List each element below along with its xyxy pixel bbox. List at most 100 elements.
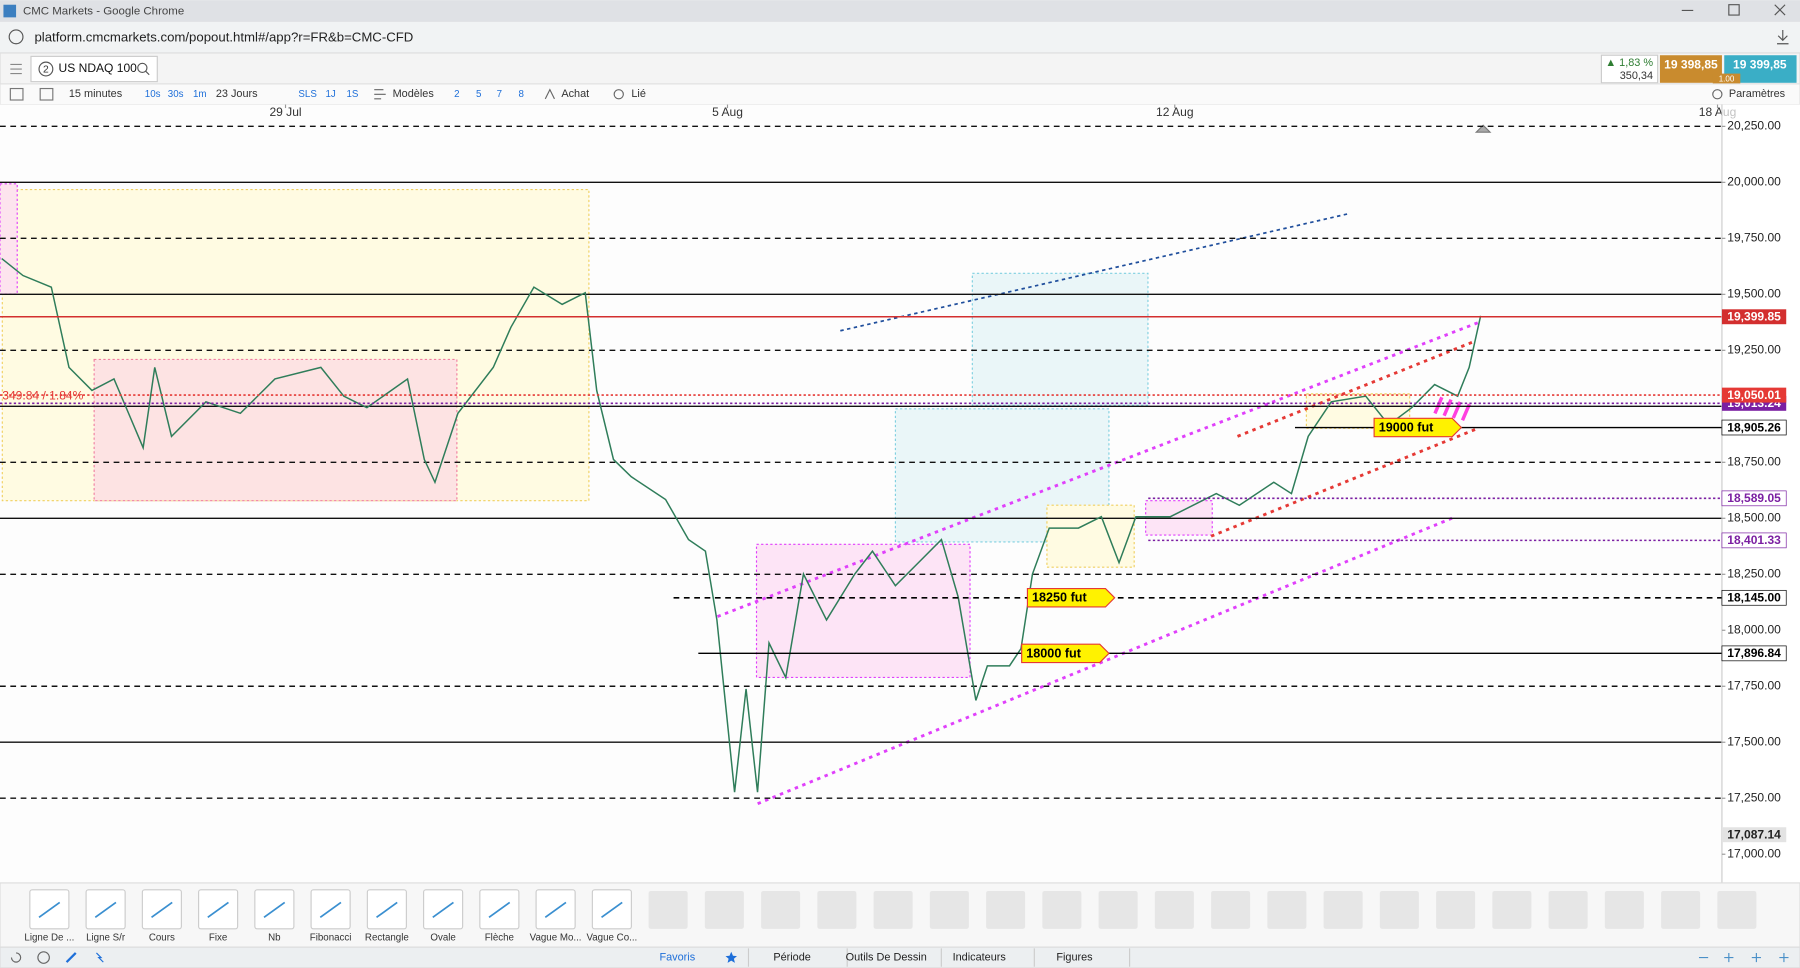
price-tag bbox=[1721, 589, 1787, 606]
interval-option[interactable]: 1m bbox=[193, 89, 207, 100]
price-tag bbox=[1721, 387, 1787, 403]
instrument[interactable]: US NDAQ 100 bbox=[59, 61, 138, 75]
y-tick-label: 20,000.00 bbox=[1727, 175, 1781, 189]
refresh-icon[interactable] bbox=[10, 952, 22, 963]
tab[interactable]: Figures bbox=[1056, 951, 1093, 963]
settings-icon[interactable] bbox=[1712, 89, 1723, 100]
range[interactable]: 23 Jours bbox=[216, 88, 258, 100]
tool-label[interactable]: Nb bbox=[268, 933, 281, 944]
templates[interactable]: Modèles bbox=[393, 88, 435, 100]
layout-option[interactable]: 7 bbox=[497, 89, 502, 100]
tab[interactable]: Période bbox=[773, 951, 811, 963]
x-tick-label: 5 Aug bbox=[712, 105, 743, 119]
range-option[interactable]: SLS bbox=[298, 89, 317, 100]
change-pct: ▲ 1,83 % bbox=[1605, 57, 1653, 69]
sell-box[interactable] bbox=[1659, 55, 1722, 83]
price-tag-label: 19,050.01 bbox=[1727, 388, 1781, 402]
empty-slot bbox=[929, 890, 969, 929]
tab[interactable]: Indicateurs bbox=[953, 951, 1007, 963]
tool-icon bbox=[319, 901, 342, 919]
tool-label[interactable]: Flèche bbox=[485, 933, 514, 944]
empty-slot bbox=[704, 890, 744, 929]
price-tag bbox=[1721, 532, 1787, 549]
tool-label[interactable]: Rectangle bbox=[365, 933, 409, 944]
zone-rect bbox=[93, 358, 458, 502]
download-icon[interactable] bbox=[1777, 29, 1789, 45]
zoom-controls[interactable] bbox=[1698, 952, 1789, 963]
menu-icon[interactable] bbox=[10, 63, 22, 75]
tool-label[interactable]: Fixe bbox=[209, 933, 227, 944]
search-icon-handle bbox=[145, 70, 150, 76]
range-option[interactable]: 1J bbox=[325, 89, 335, 100]
layout-option[interactable]: 5 bbox=[476, 89, 482, 100]
tool-icon bbox=[263, 901, 286, 919]
link-icon bbox=[613, 89, 624, 100]
list-icon[interactable] bbox=[9, 87, 24, 101]
change-abs: 350,34 bbox=[1620, 70, 1653, 82]
y-tick-label: 19,500.00 bbox=[1727, 287, 1781, 301]
zone-rect bbox=[971, 272, 1149, 406]
zone-rect bbox=[755, 543, 971, 679]
window-controls[interactable] bbox=[1681, 4, 1786, 16]
range-option[interactable]: 1S bbox=[346, 89, 358, 100]
tool-label[interactable]: Fibonacci bbox=[310, 933, 352, 944]
x-tick-label: 29 Jul bbox=[269, 105, 301, 119]
trend-line bbox=[840, 212, 1350, 332]
block-icon[interactable] bbox=[37, 951, 50, 964]
grid-icon[interactable] bbox=[39, 87, 54, 101]
layout-option[interactable]: 8 bbox=[518, 89, 523, 100]
interval[interactable]: 15 minutes bbox=[69, 88, 123, 100]
tool-label[interactable]: Vague Mo... bbox=[530, 933, 582, 944]
y-tick-label: 20,250.00 bbox=[1727, 119, 1781, 133]
empty-slot bbox=[1379, 890, 1419, 929]
price-tag bbox=[1721, 309, 1787, 325]
magnet-icon[interactable] bbox=[96, 952, 104, 963]
interval-option[interactable]: 30s bbox=[168, 89, 184, 100]
empty-slot bbox=[1211, 890, 1251, 929]
tool-label[interactable]: Ovale bbox=[430, 933, 455, 944]
tab[interactable]: Outils De Dessin bbox=[846, 951, 927, 963]
price-tag-label: 19,399.85 bbox=[1727, 310, 1781, 324]
tool-label[interactable]: Ligne S/r bbox=[86, 933, 126, 944]
site-info-icon[interactable] bbox=[8, 29, 24, 45]
tab-number: 2 bbox=[43, 64, 49, 75]
channel-line bbox=[757, 515, 1457, 806]
buy-price[interactable]: 19 399,85 bbox=[1733, 58, 1787, 72]
buy-icon bbox=[544, 88, 555, 100]
price-tag-label: 17,896.84 bbox=[1727, 646, 1781, 660]
price-line bbox=[1, 257, 1482, 793]
tool-label[interactable]: Cours bbox=[149, 933, 175, 944]
price-tag bbox=[1721, 419, 1787, 436]
alert-marker[interactable] bbox=[1474, 124, 1492, 133]
link-button[interactable]: Lié bbox=[631, 88, 646, 100]
empty-slot bbox=[1042, 890, 1082, 929]
zone-rect bbox=[1046, 504, 1135, 568]
settings[interactable]: Paramètres bbox=[1729, 88, 1786, 100]
tool-label[interactable]: Ligne De ... bbox=[24, 933, 74, 944]
tabs: Favoris Période Outils De Dessin Indicateur… bbox=[659, 948, 1131, 967]
layout-option[interactable]: 2 bbox=[454, 89, 459, 100]
window-title: CMC Markets - Google Chrome bbox=[23, 6, 184, 18]
tab[interactable]: Favoris bbox=[659, 951, 695, 963]
tool-label[interactable]: Vague Co... bbox=[586, 933, 637, 944]
pencil-icon[interactable] bbox=[65, 952, 77, 963]
buy-button[interactable]: Achat bbox=[561, 88, 589, 100]
y-tick-label: 19,250.00 bbox=[1727, 342, 1781, 356]
favorite-star[interactable] bbox=[725, 951, 737, 963]
y-tick-label: 17,250.00 bbox=[1727, 790, 1781, 804]
change-box bbox=[1600, 54, 1659, 84]
interval-option[interactable]: 10s bbox=[145, 89, 161, 100]
tool-icon bbox=[38, 901, 61, 919]
y-tick-label: 18,000.00 bbox=[1727, 622, 1781, 636]
y-tick-label: 18,750.00 bbox=[1727, 454, 1781, 468]
tool-icon bbox=[488, 901, 511, 919]
price-tag-label: 18,589.05 bbox=[1727, 491, 1781, 505]
instrument-tab[interactable] bbox=[30, 55, 158, 83]
search-icon[interactable] bbox=[137, 62, 148, 74]
y-tick-label: 19,750.00 bbox=[1727, 231, 1781, 245]
sell-price[interactable]: 19 398,85 bbox=[1664, 58, 1718, 72]
empty-slot bbox=[873, 890, 913, 929]
empty-slot bbox=[1154, 890, 1194, 929]
zone-rect bbox=[0, 183, 18, 295]
